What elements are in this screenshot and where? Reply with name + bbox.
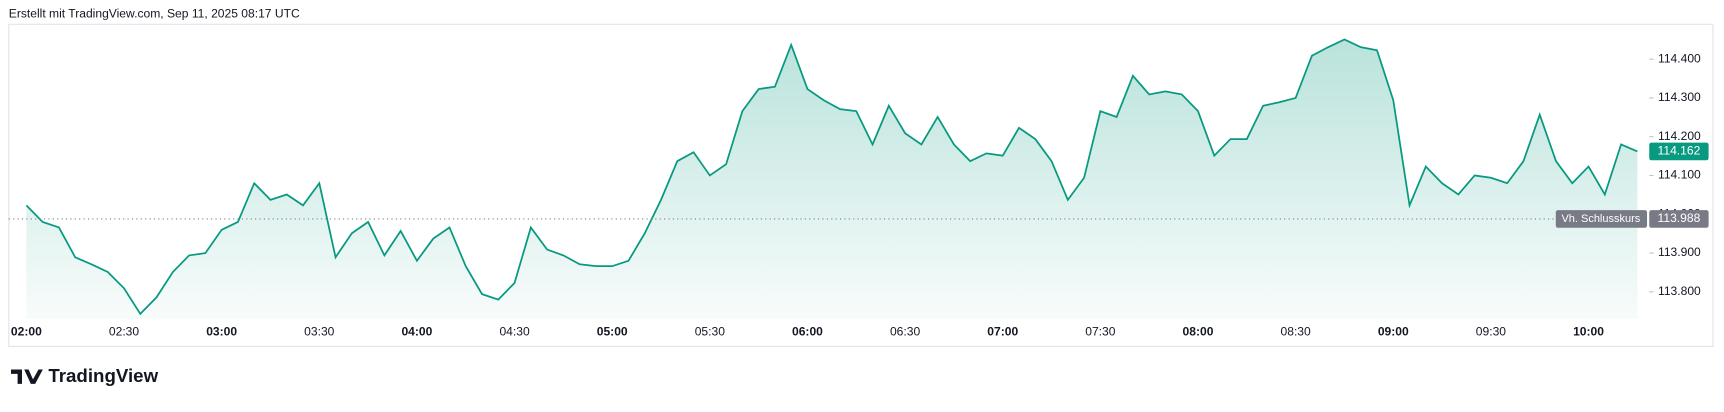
last-price-value: 114.162 [1658, 144, 1701, 158]
x-tick-label: 10:00 [1573, 324, 1604, 338]
logo-icon [10, 369, 43, 384]
x-tick-label: 07:30 [1085, 324, 1116, 338]
plot: 113.800113.900114.000114.100114.200114.3… [8, 38, 1709, 338]
x-tick-label: 03:30 [304, 324, 335, 338]
x-tick-label: 03:00 [206, 324, 237, 338]
y-tick-label: 114.300 [1658, 90, 1701, 104]
y-tick-label: 114.200 [1658, 129, 1701, 143]
x-tick-label: 09:30 [1476, 324, 1507, 338]
x-tick-label: 05:30 [695, 324, 726, 338]
header: Erstellt mit TradingView.com, Sep 11, 20… [9, 7, 300, 21]
x-tick-label: 06:30 [890, 324, 921, 338]
x-tick-label: 08:00 [1183, 324, 1214, 338]
chart-frame [8, 23, 1714, 347]
x-tick-label: 02:30 [109, 324, 140, 338]
logo-text: TradingView [48, 365, 158, 386]
price-line [25, 38, 1638, 316]
x-tick-label: 05:00 [597, 324, 628, 338]
previous-close-value: 113.988 [1658, 211, 1701, 225]
last-price-badge [1649, 142, 1709, 161]
x-tick-label: 02:00 [11, 324, 42, 338]
previous-close-name: Vh. Schlusskurs [1561, 213, 1640, 225]
x-tick-label: 09:00 [1378, 324, 1409, 338]
x-tick-label: 07:00 [987, 324, 1018, 338]
x-tick-label: 06:00 [792, 324, 823, 338]
y-tick-label: 114.400 [1658, 51, 1701, 65]
previous-close-badge [1649, 210, 1709, 228]
y-tick-label: 113.800 [1658, 284, 1701, 298]
x-tick-label: 04:30 [499, 324, 530, 338]
logo: TradingView [10, 365, 159, 386]
area-fill [26, 39, 1638, 319]
y-tick-label: 114.100 [1658, 168, 1701, 182]
previous-close-tag [1555, 210, 1648, 228]
x-tick-label: 08:30 [1281, 324, 1312, 338]
y-tick-label: 113.900 [1658, 245, 1701, 259]
x-tick-label: 04:00 [401, 324, 432, 338]
